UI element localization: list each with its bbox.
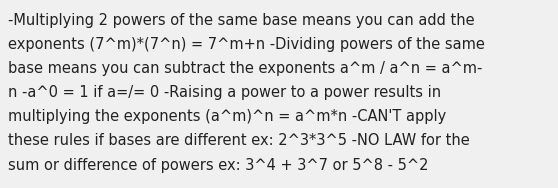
Text: n -a^0 = 1 if a=/= 0 -Raising a power to a power results in: n -a^0 = 1 if a=/= 0 -Raising a power to… [8, 85, 441, 100]
Text: base means you can subtract the exponents a^m / a^n = a^m-: base means you can subtract the exponent… [8, 61, 482, 76]
Text: these rules if bases are different ex: 2^3*3^5 -NO LAW for the: these rules if bases are different ex: 2… [8, 133, 470, 149]
Text: exponents (7^m)*(7^n) = 7^m+n -Dividing powers of the same: exponents (7^m)*(7^n) = 7^m+n -Dividing … [8, 37, 485, 52]
Text: multiplying the exponents (a^m)^n = a^m*n -CAN'T apply: multiplying the exponents (a^m)^n = a^m*… [8, 109, 446, 124]
Text: sum or difference of powers ex: 3^4 + 3^7 or 5^8 - 5^2: sum or difference of powers ex: 3^4 + 3^… [8, 158, 429, 173]
Text: -Multiplying 2 powers of the same base means you can add the: -Multiplying 2 powers of the same base m… [8, 13, 475, 28]
